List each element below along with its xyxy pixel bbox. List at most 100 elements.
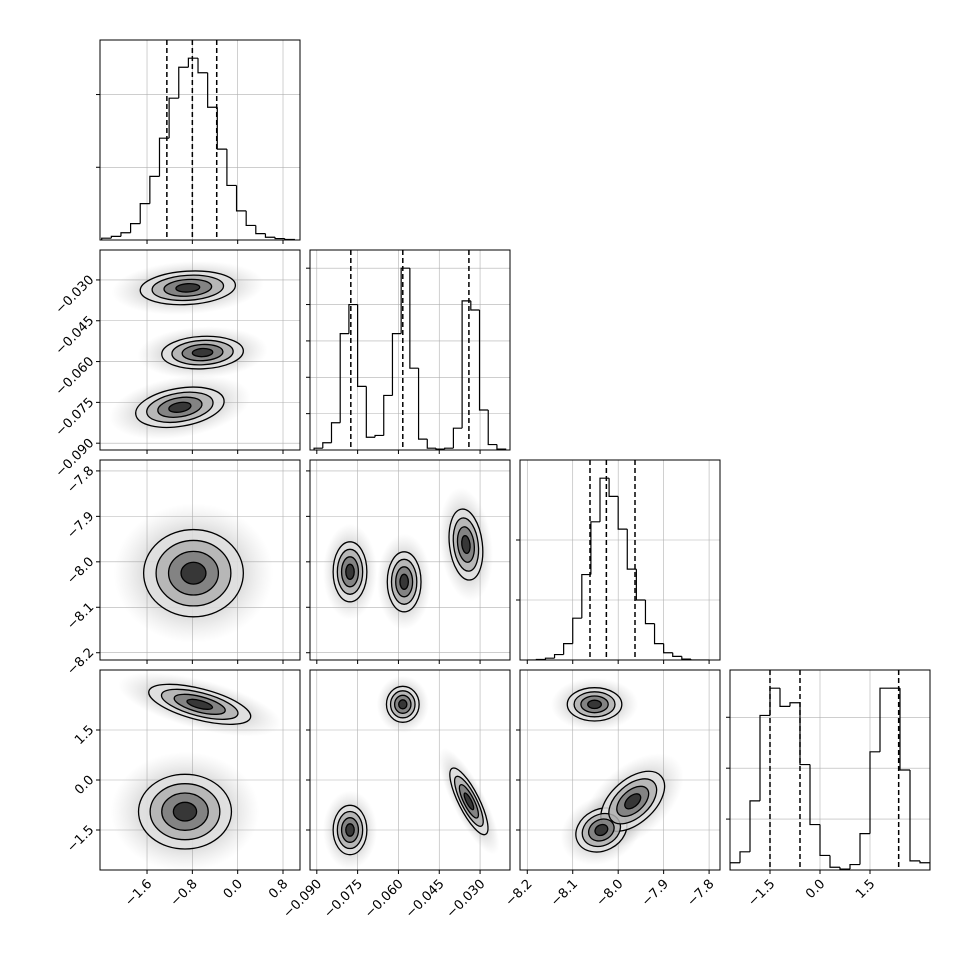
contour — [461, 535, 471, 555]
contour — [186, 698, 214, 710]
y-tick-label: −0.030 — [53, 273, 98, 318]
histogram-bin — [365, 386, 376, 438]
histogram-bin — [444, 447, 454, 450]
contour — [168, 401, 192, 413]
contour — [191, 347, 214, 358]
x-tick-label: −1.6 — [122, 877, 155, 910]
histogram-bin — [690, 659, 700, 660]
y-tick-label: −8.1 — [64, 600, 97, 633]
histogram-bin — [581, 573, 591, 619]
histogram-bin — [739, 851, 750, 863]
histogram-bin — [879, 687, 890, 752]
x-tick-label: −0.030 — [444, 877, 489, 922]
histogram-bin — [859, 833, 870, 865]
panel-frame — [99, 249, 301, 451]
histogram-bin — [478, 310, 489, 411]
histogram-bin — [789, 702, 800, 707]
histogram-bin — [348, 303, 358, 334]
histogram-bin — [590, 521, 600, 575]
y-tick-label: −0.045 — [53, 313, 98, 358]
density-panel — [323, 675, 500, 870]
contour — [587, 699, 603, 710]
panel-frame — [99, 669, 301, 871]
contour — [345, 563, 355, 580]
x-tick-label: −8.1 — [548, 877, 581, 910]
histogram-bin — [599, 477, 610, 522]
histogram-bin — [487, 410, 497, 446]
y-tick-label: 1.5 — [72, 723, 97, 748]
x-tick-label: −7.9 — [639, 877, 672, 910]
histogram-bin — [120, 232, 131, 237]
histogram-bin — [400, 267, 410, 334]
histogram — [527, 460, 710, 660]
x-tick-label: −8.0 — [594, 877, 627, 910]
histogram-bin — [216, 107, 227, 150]
histogram-bin — [110, 235, 121, 239]
contour — [399, 573, 410, 590]
histogram-bin — [553, 653, 564, 659]
panel-frame — [99, 459, 301, 661]
panel-frame — [99, 39, 301, 241]
histogram-bin — [101, 237, 112, 240]
histogram-bin — [330, 422, 341, 443]
histogram-bin — [663, 643, 673, 654]
y-tick-label: −0.075 — [53, 395, 98, 440]
contour — [594, 823, 609, 837]
y-tick-label: −8.0 — [64, 555, 97, 588]
histogram-bin — [374, 434, 384, 438]
histogram-bin — [644, 600, 655, 625]
histogram-bin — [899, 688, 910, 771]
x-tick-label: −0.8 — [168, 877, 201, 910]
histogram-bin — [129, 223, 141, 233]
histogram-bin — [919, 860, 930, 870]
density-panel — [550, 677, 684, 866]
x-tick-label: −1.5 — [745, 877, 778, 910]
density-panel — [110, 672, 282, 870]
histogram-bin — [357, 304, 367, 387]
histogram-bin — [178, 66, 189, 99]
histogram-bin — [672, 652, 682, 657]
x-tick-label: 1.5 — [853, 877, 878, 902]
histogram-bin — [608, 478, 619, 497]
histogram-bin — [417, 368, 428, 440]
panel-frame — [729, 669, 931, 871]
contour — [172, 801, 198, 822]
histogram-bin — [769, 687, 780, 716]
x-tick-label: 0.0 — [221, 877, 246, 902]
histogram-bin — [187, 57, 199, 68]
histogram-bin — [869, 751, 880, 834]
histogram — [313, 250, 507, 450]
histogram-bin — [207, 72, 218, 108]
histogram-bin — [322, 442, 332, 449]
histogram-bin — [339, 333, 349, 423]
histogram-bin — [461, 300, 471, 429]
histogram-bin — [435, 448, 445, 450]
density-panel — [113, 503, 274, 643]
histogram-bin — [197, 58, 208, 74]
histogram — [730, 670, 930, 870]
panel-frame — [309, 459, 511, 661]
histogram-bin — [799, 702, 810, 766]
contour — [180, 561, 207, 585]
contour — [398, 699, 408, 710]
histogram-bin — [563, 643, 573, 655]
histogram-bin — [819, 824, 830, 857]
histogram-bin — [226, 149, 237, 187]
histogram-bin — [839, 867, 850, 870]
histogram-bin — [759, 714, 770, 801]
histogram-bin — [730, 862, 740, 870]
panel-frame — [309, 669, 511, 871]
histogram-bin — [749, 800, 760, 852]
y-tick-label: −0.060 — [53, 354, 98, 399]
histogram-bin — [779, 688, 790, 707]
histogram-bin — [626, 529, 637, 570]
histogram-bin — [426, 439, 436, 449]
y-tick-label: −1.5 — [64, 823, 97, 856]
histogram-bin — [158, 137, 170, 177]
panel-frame — [519, 669, 721, 871]
y-tick-label: 0.0 — [72, 773, 97, 798]
histogram-bin — [544, 657, 555, 660]
x-tick-label: −8.2 — [503, 877, 536, 910]
